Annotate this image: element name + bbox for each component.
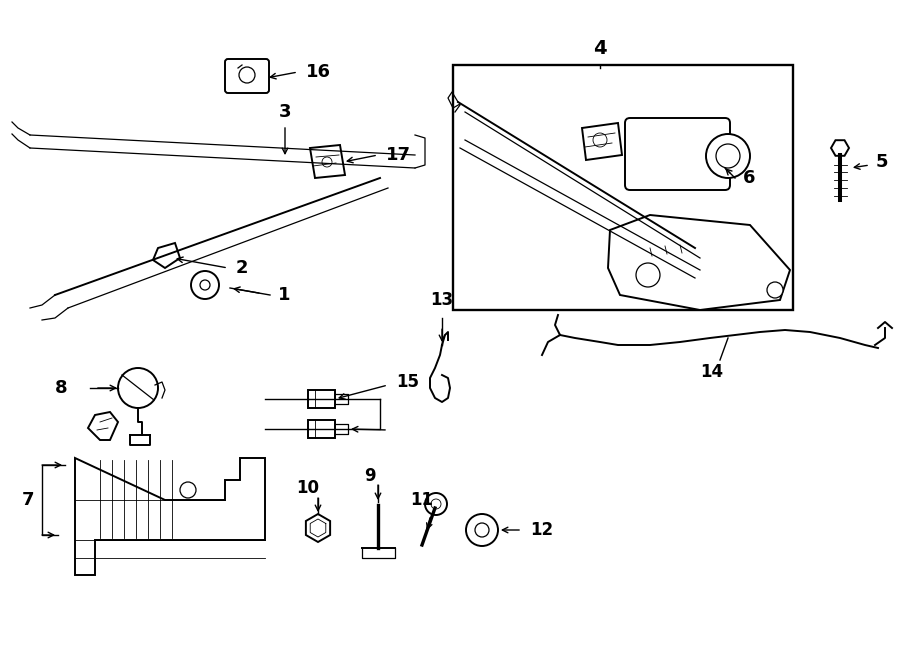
Text: 16: 16 bbox=[306, 63, 331, 81]
Text: 2: 2 bbox=[236, 259, 248, 277]
Text: 6: 6 bbox=[743, 169, 755, 187]
Text: 13: 13 bbox=[430, 291, 454, 309]
Text: 8: 8 bbox=[55, 379, 68, 397]
Polygon shape bbox=[308, 390, 335, 408]
Circle shape bbox=[118, 368, 158, 408]
Circle shape bbox=[706, 134, 750, 178]
Polygon shape bbox=[608, 215, 790, 310]
Circle shape bbox=[466, 514, 498, 546]
Polygon shape bbox=[831, 140, 849, 156]
Text: 4: 4 bbox=[593, 38, 607, 58]
Polygon shape bbox=[308, 420, 335, 438]
Circle shape bbox=[636, 263, 660, 287]
Polygon shape bbox=[88, 412, 118, 440]
Circle shape bbox=[475, 523, 489, 537]
Circle shape bbox=[767, 282, 783, 298]
Polygon shape bbox=[310, 145, 345, 178]
Circle shape bbox=[191, 271, 219, 299]
Text: 15: 15 bbox=[396, 373, 419, 391]
FancyBboxPatch shape bbox=[625, 118, 730, 190]
Text: 5: 5 bbox=[876, 153, 888, 171]
Polygon shape bbox=[153, 243, 180, 268]
Polygon shape bbox=[582, 123, 622, 160]
Polygon shape bbox=[75, 458, 265, 575]
Text: 11: 11 bbox=[410, 491, 434, 509]
Text: 10: 10 bbox=[296, 479, 320, 497]
Text: 1: 1 bbox=[278, 286, 291, 304]
Text: 12: 12 bbox=[530, 521, 554, 539]
Text: 7: 7 bbox=[22, 491, 34, 509]
Polygon shape bbox=[306, 514, 330, 542]
Text: 9: 9 bbox=[364, 467, 376, 485]
FancyBboxPatch shape bbox=[225, 59, 269, 93]
Bar bbox=[453, 65, 793, 310]
Circle shape bbox=[425, 493, 447, 515]
Text: 17: 17 bbox=[386, 146, 411, 164]
Text: 3: 3 bbox=[279, 103, 292, 121]
Text: 14: 14 bbox=[700, 363, 724, 381]
